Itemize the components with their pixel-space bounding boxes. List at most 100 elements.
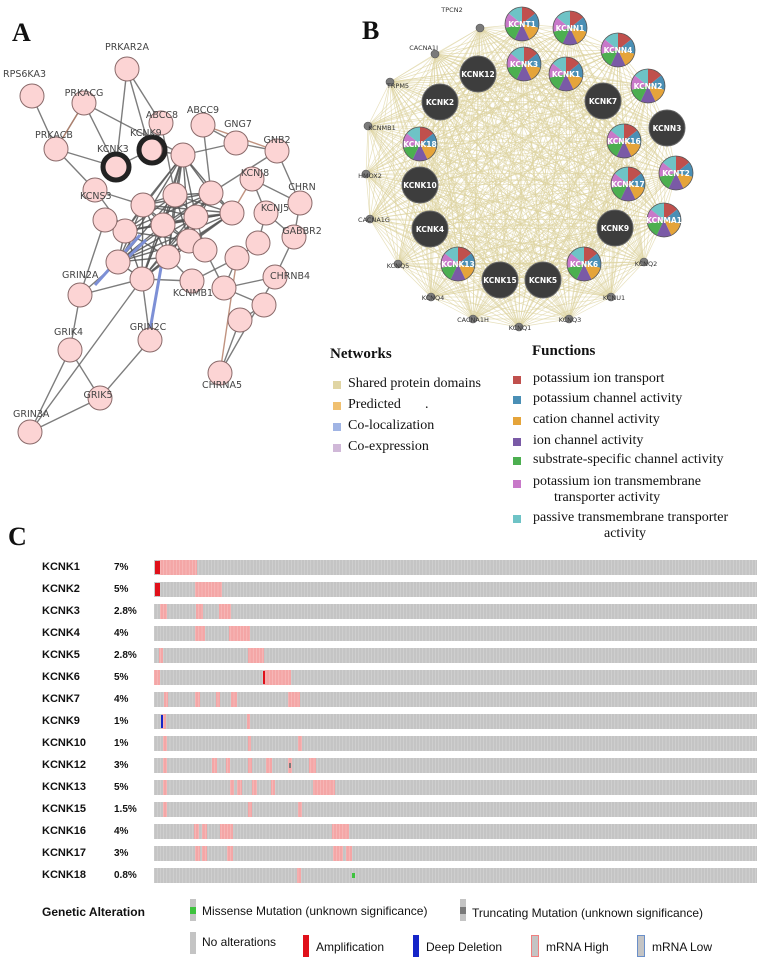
node-a	[67, 282, 93, 308]
node-b-small-label: KCNQ5	[387, 262, 410, 270]
edge-b	[367, 125, 431, 230]
edge-b	[389, 81, 399, 265]
mrna-high-block	[230, 780, 234, 795]
edge-b	[419, 184, 645, 263]
node-a-label: PRKAR2A	[105, 42, 150, 53]
node-b-small	[363, 121, 373, 131]
node-b-dark	[596, 209, 634, 247]
edge-b	[430, 296, 474, 320]
legend-stray-mark: .	[425, 397, 429, 412]
node-a-label: RPS6KA3	[3, 69, 46, 80]
edge-b	[419, 100, 604, 145]
truncating-mark	[289, 763, 291, 768]
mrna-high-block	[298, 736, 302, 751]
legend-mrna-low-glyph	[637, 935, 645, 957]
gene-label: KCNK16	[42, 825, 87, 837]
legend-amp-glyph	[303, 935, 309, 957]
alteration-percent: 4%	[114, 826, 129, 837]
pie-slice	[656, 220, 672, 237]
node-a-label: GNG7	[224, 119, 252, 130]
legend-swatch-colocalization	[333, 423, 341, 431]
edge-b	[389, 27, 571, 83]
edge-b	[369, 183, 629, 220]
edge-b	[602, 100, 616, 229]
pie-slice	[458, 247, 472, 264]
node-a	[105, 249, 131, 275]
node-a	[57, 337, 83, 363]
node-b-small	[393, 259, 403, 269]
node-b-label: KCNK16	[607, 137, 641, 146]
node-b-border	[646, 202, 682, 238]
node-b-label: KCNK3	[510, 60, 538, 69]
node-b-label: KCNN1	[556, 24, 585, 33]
edge-b	[419, 140, 625, 145]
node-b-small	[468, 314, 478, 324]
node-b-pie	[631, 69, 665, 103]
node-a	[170, 142, 196, 168]
mrna-high-block	[159, 560, 197, 575]
panel-label-a: A	[12, 18, 31, 47]
node-b-label: KCNK18	[403, 140, 437, 149]
node-b-small-label: CACNA1I	[409, 44, 438, 52]
edge-b	[439, 100, 604, 103]
fn-swatch-7	[513, 515, 521, 523]
mrna-high-block	[227, 846, 233, 861]
alteration-percent: 3%	[114, 760, 129, 771]
fn-swatch-1	[513, 376, 521, 384]
edge-b	[369, 218, 432, 298]
node-b-small	[430, 49, 440, 59]
node-b-pie	[553, 11, 587, 45]
node-b-border	[610, 166, 646, 202]
pie-slice	[516, 64, 532, 82]
node-a	[224, 245, 250, 271]
track-bg	[154, 802, 757, 817]
pie-slice	[567, 253, 584, 268]
track-bg	[154, 582, 757, 597]
pie-slice	[412, 144, 428, 162]
edge-b	[610, 261, 645, 298]
node-b-label: KCNN3	[653, 124, 682, 133]
node-b-pie	[507, 47, 541, 82]
track-bg	[154, 846, 757, 861]
mrna-high-block	[212, 758, 217, 773]
node-b-label: KCNK4	[416, 225, 444, 234]
node-b-small	[564, 314, 574, 324]
node-b-border	[506, 46, 542, 82]
node-b-border	[440, 246, 476, 282]
edge-b	[439, 101, 625, 142]
edge-b	[568, 172, 677, 320]
pie-slice	[648, 75, 665, 90]
alteration-percent: 1%	[114, 716, 129, 727]
edge-b	[365, 73, 567, 175]
edge-b	[430, 296, 570, 320]
node-b-border	[402, 126, 438, 162]
edge-b	[419, 63, 525, 145]
node-b-small	[426, 292, 436, 302]
edge-b	[479, 27, 585, 265]
pie-slice	[676, 156, 690, 173]
edge-b	[397, 227, 616, 265]
mrna-high-block	[298, 802, 302, 817]
node-b-label: KCNK10	[403, 181, 437, 190]
fn-swatch-6	[513, 480, 521, 488]
node-a	[130, 192, 156, 218]
edge-b	[568, 183, 629, 320]
edge-b	[623, 140, 645, 263]
network-b: KCNT1 KCNN1 KCNK12 KCNK3 KCNN4 KCNK1 KCNK2 KCNK…	[358, 6, 694, 332]
edge-b	[647, 85, 665, 221]
edge-a	[29, 397, 101, 433]
node-a	[211, 275, 237, 301]
edge-b	[389, 49, 619, 83]
edge-b	[369, 81, 391, 220]
edge-b	[369, 63, 525, 220]
node-b-small-label: CACNA1H	[457, 316, 489, 324]
mrna-high-block	[297, 868, 301, 883]
alteration-percent: 1%	[114, 738, 129, 749]
pie-slice	[420, 127, 434, 144]
edge-b	[369, 218, 612, 298]
edge-b	[472, 296, 612, 320]
edge-b	[479, 27, 616, 229]
mrna-high-block	[226, 758, 230, 773]
pie-slice	[553, 17, 570, 32]
mrna-high-block	[163, 802, 167, 817]
